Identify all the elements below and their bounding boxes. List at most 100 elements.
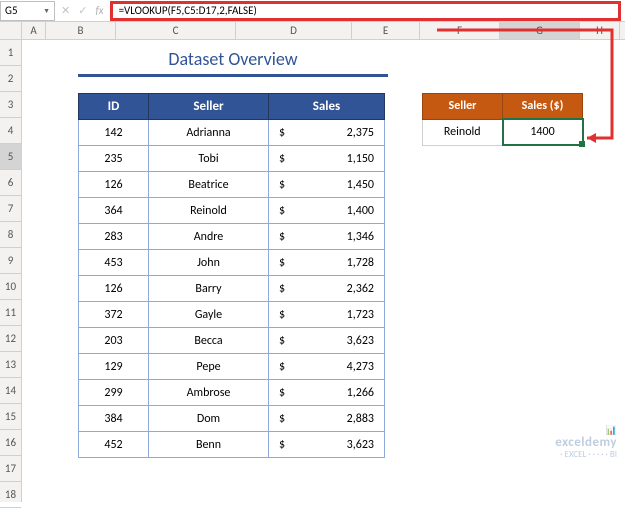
page-title: Dataset Overview xyxy=(78,48,388,77)
row-header-1[interactable]: 1 xyxy=(0,40,21,66)
row-headers: 123456789101112131415161718 xyxy=(0,40,22,502)
cell-id[interactable]: 299 xyxy=(79,380,149,406)
watermark: 📊 exceldemy · EXCEL · · · · · BI xyxy=(555,426,617,460)
row-header-8[interactable]: 8 xyxy=(0,222,21,248)
name-box-value: G5 xyxy=(5,4,18,17)
cell-id[interactable]: 384 xyxy=(79,406,149,432)
cell-seller[interactable]: Gayle xyxy=(149,302,269,328)
row-header-11[interactable]: 11 xyxy=(0,300,21,326)
formula-text: =VLOOKUP(F5,C5:D17,2,FALSE) xyxy=(119,4,257,17)
col-header-f[interactable]: F xyxy=(420,22,500,39)
cell-id[interactable]: 203 xyxy=(79,328,149,354)
row-header-13[interactable]: 13 xyxy=(0,352,21,378)
cell-seller[interactable]: Pepe xyxy=(149,354,269,380)
cell-id[interactable]: 129 xyxy=(79,354,149,380)
table-row: 142Adrianna$2,375 xyxy=(79,120,385,146)
col-header-g[interactable]: G xyxy=(500,22,580,39)
cell-id[interactable]: 235 xyxy=(79,146,149,172)
col-header-b[interactable]: B xyxy=(46,22,116,39)
main-table-body: 142Adrianna$2,375235Tobi$1,150126Beatric… xyxy=(79,120,385,458)
row-header-6[interactable]: 6 xyxy=(0,170,21,196)
row-header-12[interactable]: 12 xyxy=(0,326,21,352)
cell-sales[interactable]: $4,273 xyxy=(269,354,385,380)
chevron-down-icon[interactable]: ▼ xyxy=(43,6,50,15)
row-header-10[interactable]: 10 xyxy=(0,274,21,300)
col-header-a[interactable]: A xyxy=(22,22,46,39)
cell-id[interactable]: 372 xyxy=(79,302,149,328)
cell-sales[interactable]: $1,728 xyxy=(269,250,385,276)
cell-sales[interactable]: $1,400 xyxy=(269,198,385,224)
cell-sales[interactable]: $1,150 xyxy=(269,146,385,172)
lookup-header-row: Seller Sales ($) xyxy=(423,94,583,120)
formula-bar: G5 ▼ ✕ ✓ fx =VLOOKUP(F5,C5:D17,2,FALSE) xyxy=(0,0,625,22)
fx-icon[interactable]: fx xyxy=(95,4,103,17)
row-header-5[interactable]: 5 xyxy=(0,144,21,170)
table-row: 384Dom$2,883 xyxy=(79,406,385,432)
row-header-18[interactable]: 18 xyxy=(0,482,21,508)
cell-sales[interactable]: $1,266 xyxy=(269,380,385,406)
row-header-2[interactable]: 2 xyxy=(0,66,21,92)
table-row: 235Tobi$1,150 xyxy=(79,146,385,172)
cell-sales[interactable]: $1,450 xyxy=(269,172,385,198)
formula-input[interactable]: =VLOOKUP(F5,C5:D17,2,FALSE) xyxy=(110,1,621,21)
cell-id[interactable]: 453 xyxy=(79,250,149,276)
col-header-c[interactable]: C xyxy=(116,22,236,39)
cell-seller[interactable]: Reinold xyxy=(149,198,269,224)
cell-seller[interactable]: Tobi xyxy=(149,146,269,172)
cell-seller[interactable]: John xyxy=(149,250,269,276)
table-row: 299Ambrose$1,266 xyxy=(79,380,385,406)
cell-sales[interactable]: $1,723 xyxy=(269,302,385,328)
check-icon[interactable]: ✓ xyxy=(78,4,87,17)
lookup-header-seller: Seller xyxy=(423,94,503,120)
table-row: 129Pepe$4,273 xyxy=(79,354,385,380)
row-header-7[interactable]: 7 xyxy=(0,196,21,222)
cell-seller[interactable]: Barry xyxy=(149,276,269,302)
col-header-h[interactable]: H xyxy=(580,22,620,39)
header-seller: Seller xyxy=(149,94,269,120)
grid-area[interactable]: Dataset Overview ID Seller Sales 142Adri… xyxy=(22,40,625,502)
row-header-3[interactable]: 3 xyxy=(0,92,21,118)
cell-sales[interactable]: $3,623 xyxy=(269,432,385,458)
row-header-4[interactable]: 4 xyxy=(0,118,21,144)
cell-seller[interactable]: Andre xyxy=(149,224,269,250)
cell-sales[interactable]: $2,375 xyxy=(269,120,385,146)
cancel-icon[interactable]: ✕ xyxy=(61,4,70,17)
lookup-seller-cell[interactable]: Reinold xyxy=(423,119,503,145)
name-box[interactable]: G5 ▼ xyxy=(0,1,55,21)
cell-sales[interactable]: $2,883 xyxy=(269,406,385,432)
cell-id[interactable]: 126 xyxy=(79,276,149,302)
cell-id[interactable]: 283 xyxy=(79,224,149,250)
cell-id[interactable]: 126 xyxy=(79,172,149,198)
table-row: 453John$1,728 xyxy=(79,250,385,276)
row-header-14[interactable]: 14 xyxy=(0,378,21,404)
row-header-15[interactable]: 15 xyxy=(0,404,21,430)
col-header-e[interactable]: E xyxy=(352,22,420,39)
table-row: 364Reinold$1,400 xyxy=(79,198,385,224)
cell-id[interactable]: 452 xyxy=(79,432,149,458)
cell-seller[interactable]: Dom xyxy=(149,406,269,432)
lookup-row: Reinold 1400 xyxy=(423,119,583,145)
cell-seller[interactable]: Benn xyxy=(149,432,269,458)
table-row: 126Beatrice$1,450 xyxy=(79,172,385,198)
lookup-sales-value: 1400 xyxy=(530,125,554,139)
fill-handle[interactable] xyxy=(579,141,585,147)
row-header-9[interactable]: 9 xyxy=(0,248,21,274)
select-all-corner[interactable] xyxy=(0,22,22,39)
cell-seller[interactable]: Ambrose xyxy=(149,380,269,406)
cell-seller[interactable]: Becca xyxy=(149,328,269,354)
cell-seller[interactable]: Beatrice xyxy=(149,172,269,198)
cell-id[interactable]: 364 xyxy=(79,198,149,224)
row-header-16[interactable]: 16 xyxy=(0,430,21,456)
cell-sales[interactable]: $1,346 xyxy=(269,224,385,250)
row-header-17[interactable]: 17 xyxy=(0,456,21,482)
table-row: 372Gayle$1,723 xyxy=(79,302,385,328)
cell-sales[interactable]: $2,362 xyxy=(269,276,385,302)
lookup-table: Seller Sales ($) Reinold 1400 xyxy=(422,93,584,146)
watermark-brand: exceldemy xyxy=(555,436,617,450)
cell-id[interactable]: 142 xyxy=(79,120,149,146)
cell-sales[interactable]: $3,623 xyxy=(269,328,385,354)
lookup-sales-cell[interactable]: 1400 xyxy=(503,119,583,145)
column-headers: ABCDEFGH xyxy=(0,22,625,40)
cell-seller[interactable]: Adrianna xyxy=(149,120,269,146)
col-header-d[interactable]: D xyxy=(236,22,352,39)
